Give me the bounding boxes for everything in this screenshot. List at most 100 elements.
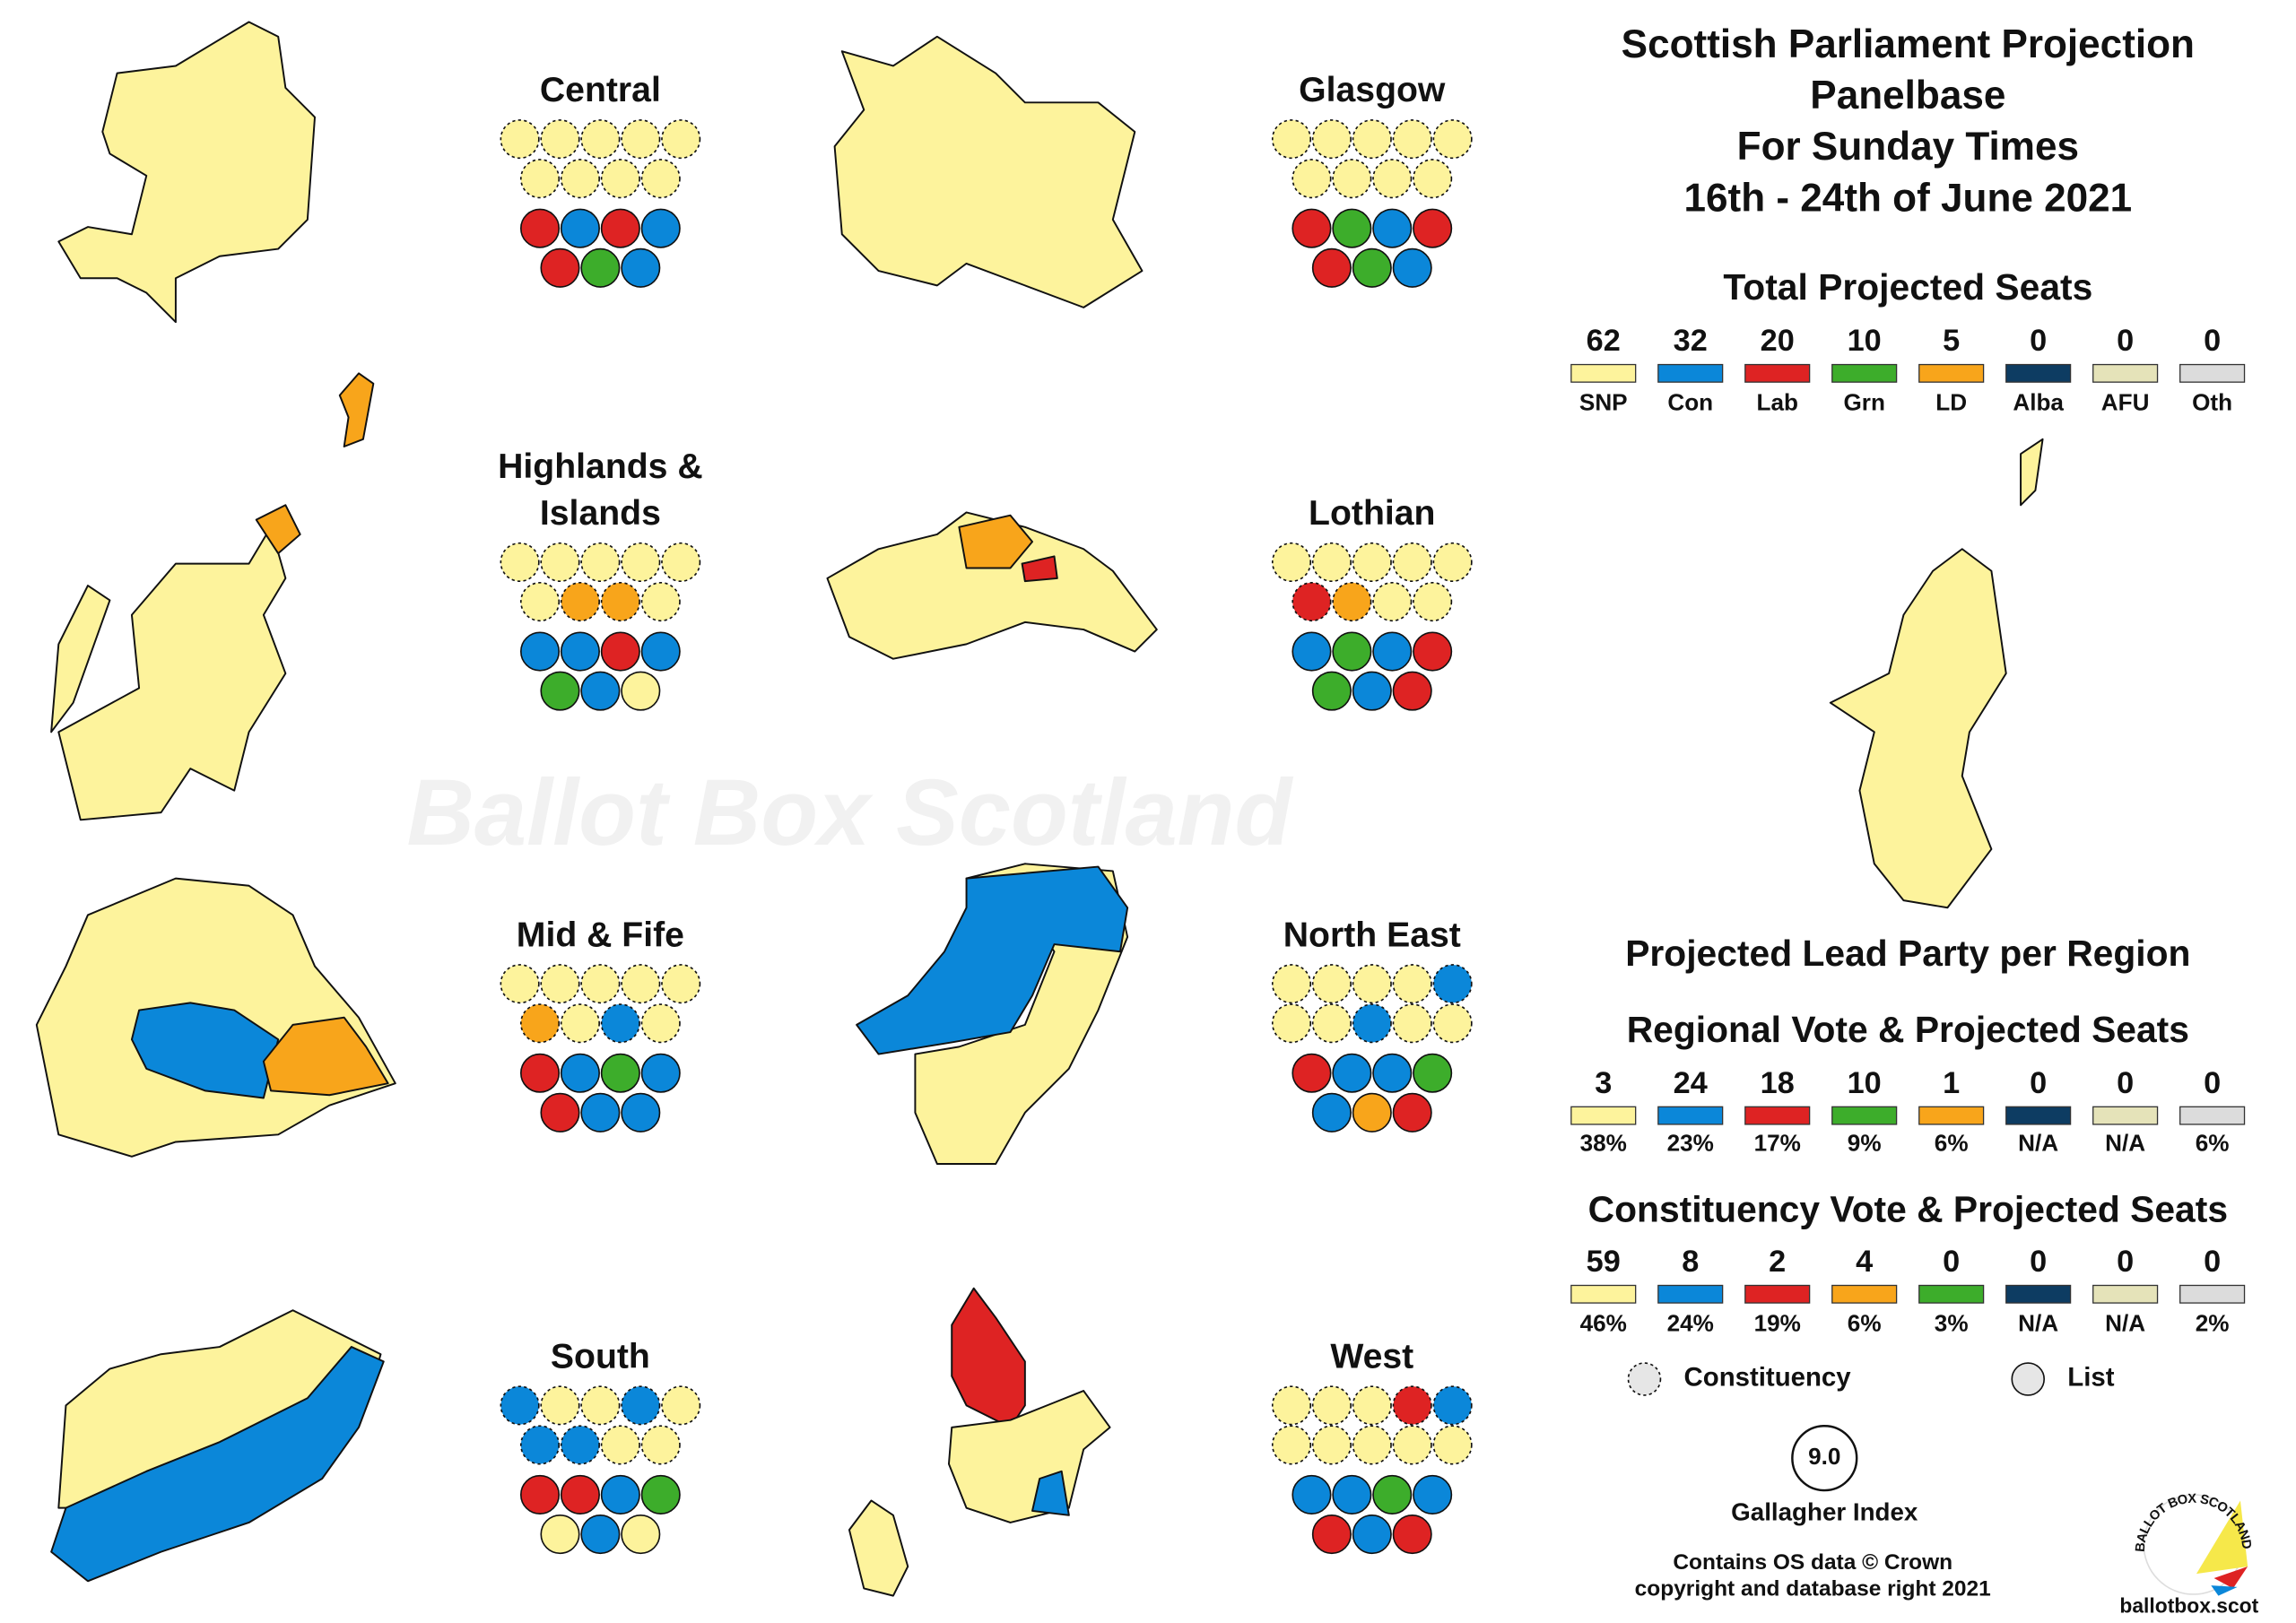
party-swatch [1918,1106,1985,1125]
vote-share: 6% [1935,1130,1969,1157]
list-seat [580,1092,621,1133]
party-label: AFU [2101,389,2150,416]
seat-count: 0 [1943,1245,1960,1279]
seat-count: 4 [1856,1245,1873,1279]
party-swatch [2005,1106,2072,1125]
vote-share: N/A [2105,1130,2145,1157]
constituency-seat [640,1425,681,1465]
constituency-seat [1352,1425,1392,1465]
seat-count: 0 [2030,1066,2047,1100]
party-swatch [1831,363,1898,383]
gallagher-label: Gallagher Index [1731,1498,1918,1526]
constituency-seat [560,1003,600,1044]
constituency-seat [1392,1385,1432,1426]
list-seat [1392,1515,1432,1555]
map-lothian-red [1021,555,1058,583]
party-swatch [1657,363,1724,383]
list-seat [621,247,661,288]
vote-share: 3% [1935,1309,1969,1336]
table-title: Total Projected Seats [1723,266,2092,308]
map-edinburgh [958,514,1033,569]
list-seat [1292,208,1332,248]
constituency-seat [1271,964,1312,1004]
constituency-seat [1271,542,1312,583]
list-seat [520,1474,561,1515]
vote-share: N/A [2018,1130,2058,1157]
vote-share: 23% [1667,1130,1714,1157]
list-seat [560,1053,600,1093]
map-orkney [255,504,301,555]
constituency-seat [520,159,561,199]
gallagher-ring [1791,1425,1858,1492]
constituency-seat [540,542,580,583]
constituency-seat [1292,159,1332,199]
constituency-seat [621,119,661,160]
constituency-seat [1311,1003,1352,1044]
map-scotland-shetland [2020,438,2044,507]
constituency-seat [1271,1385,1312,1426]
party-label: LD [1935,389,1967,416]
constituency-seat [1271,1003,1312,1044]
seat-count: 24 [1674,1066,1708,1100]
region-maps [35,21,2044,1597]
title-line: 16th - 24th of June 2021 [1683,176,2132,220]
constituency-seat [520,1003,561,1044]
constituency-seat [640,1003,681,1044]
list-seat [540,1515,580,1555]
map-mid-fife-blue [130,1002,280,1099]
party-swatch [1570,1284,1637,1304]
party-swatch [1570,363,1637,383]
seat-count: 8 [1682,1245,1699,1279]
constituency-seat [560,159,600,199]
site: ballotbox.scot [2119,1594,2258,1618]
seat-count: 3 [1595,1066,1612,1100]
party-swatch [1744,363,1811,383]
constituency-seat [1413,582,1453,622]
vote-share: 24% [1667,1309,1714,1336]
map-hebrides [50,585,111,733]
title-line: Scottish Parliament Projection [1622,22,2195,66]
vote-share: 46% [1580,1309,1627,1336]
logo-blue [2211,1585,2238,1596]
seat-count: 0 [2204,1245,2221,1279]
title-line: Panelbase [1810,74,2005,117]
constituency-seat [560,1425,600,1465]
map-central [57,21,316,324]
vote-share: N/A [2105,1309,2145,1336]
seat-count: 0 [2117,324,2134,358]
constituency-seat [540,964,580,1004]
region-name: Mid & Fife [517,916,684,954]
vote-share: 2% [2196,1309,2230,1336]
party-swatch [2092,363,2159,383]
seat-count: 18 [1761,1066,1795,1100]
list-seat [540,671,580,711]
constituency-seat [1413,159,1453,199]
map-glasgow [833,35,1144,308]
party-swatch [2092,1106,2159,1125]
list-seat [560,208,600,248]
list-seat [621,671,661,711]
seat-count: 0 [2204,324,2221,358]
constituency-seat [1271,119,1312,160]
map-shetland [338,372,375,447]
map-lothian [826,511,1158,660]
list-seat [1372,1474,1413,1515]
constituency-seat [1372,582,1413,622]
constituency-seat [500,1385,540,1426]
gallagher-value: 9.0 [1808,1443,1840,1470]
list-seat [1352,671,1392,711]
list-seat [600,208,640,248]
party-swatch [2179,1284,2246,1304]
map-fife-orange [262,1016,389,1097]
table-title: Regional Vote & Projected Seats [1627,1009,2189,1050]
constituency-seat [540,1385,580,1426]
logo-saltire [2196,1500,2248,1575]
constituency-seat [661,542,701,583]
region-name: West [1330,1337,1413,1376]
seat-count: 0 [2030,324,2047,358]
constituency-seat [1432,1003,1473,1044]
party-swatch [1657,1284,1724,1304]
table-title: Constituency Vote & Projected Seats [1588,1189,2228,1230]
